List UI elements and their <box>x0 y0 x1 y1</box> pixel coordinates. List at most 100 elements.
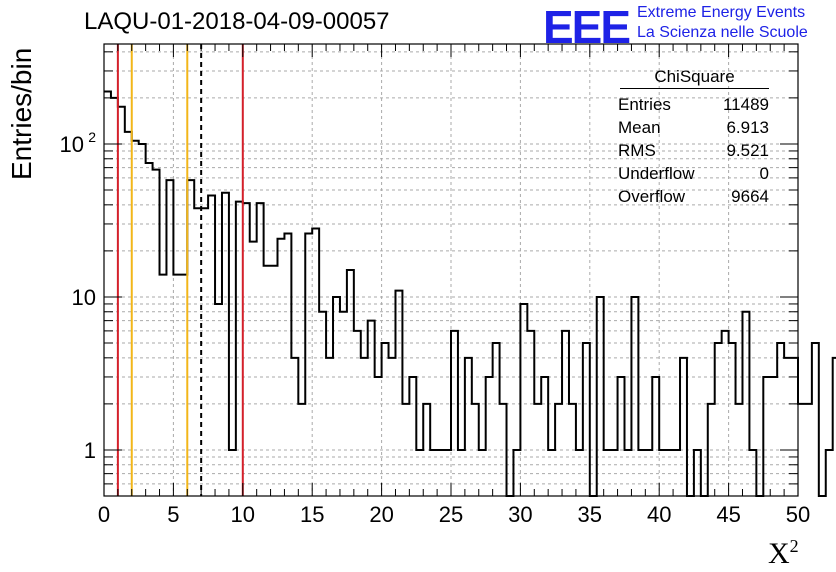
histogram-bin <box>805 404 812 496</box>
histogram-bin <box>146 163 153 496</box>
histogram-bin <box>312 229 319 496</box>
x-axis-label-sup: 2 <box>789 536 799 556</box>
x-axis-label-base: X <box>768 537 790 570</box>
stats-row: Mean 6.913 <box>612 116 777 139</box>
histogram-bin <box>382 343 389 496</box>
histogram-bin <box>618 377 625 496</box>
histogram-bin <box>354 331 361 496</box>
stats-row: Overflow 9664 <box>612 185 777 208</box>
histogram-bin <box>389 358 396 496</box>
x-tick-label: 5 <box>167 502 179 527</box>
stats-row: Underflow 0 <box>612 162 777 185</box>
histogram-bin <box>160 275 167 496</box>
stats-row: RMS 9.521 <box>612 139 777 162</box>
grid <box>103 44 799 497</box>
histogram-bin <box>562 331 569 496</box>
x-tick-label: 15 <box>300 502 324 527</box>
histogram-bin <box>770 377 777 496</box>
stats-label: Mean <box>618 118 661 137</box>
histogram-bin <box>451 331 458 496</box>
histogram-bin <box>520 304 527 496</box>
stats-box: ChiSquare Entries 11489 Mean 6.913 RMS 9.52… <box>612 66 777 208</box>
histogram-bin <box>222 193 229 496</box>
histogram-bin <box>271 266 278 496</box>
histogram-bin <box>264 266 271 496</box>
histogram-bin <box>361 358 368 496</box>
histogram-bin <box>652 377 659 496</box>
stats-value: 9664 <box>731 187 769 206</box>
histogram-bin <box>187 180 194 496</box>
histogram-series <box>104 90 836 497</box>
histogram-bin <box>250 242 257 496</box>
axis-ticks <box>103 44 799 497</box>
marker-lines <box>116 44 244 496</box>
histogram-bin <box>715 343 722 496</box>
histogram-bin <box>597 297 604 496</box>
histogram-bin <box>375 377 382 496</box>
stats-value: 0 <box>759 164 769 183</box>
logo-line-1: Extreme Energy Events <box>637 4 806 21</box>
histogram-bin <box>326 358 333 496</box>
histogram-bin <box>826 450 833 496</box>
histogram-bin <box>798 404 805 496</box>
histogram-bin <box>104 92 111 496</box>
stats-label: Underflow <box>618 164 695 183</box>
histogram-bin <box>132 141 139 496</box>
stats-value: 11489 <box>722 95 769 114</box>
y-tick-label: 10 <box>72 285 96 310</box>
histogram-bin <box>118 107 125 496</box>
histogram-bin <box>465 358 472 496</box>
x-tick-label: 20 <box>369 502 393 527</box>
histogram-bin <box>486 377 493 496</box>
histogram-bin <box>333 297 340 496</box>
histogram-bin <box>180 275 187 496</box>
histogram-bin <box>541 377 548 496</box>
histogram-bin <box>729 343 736 496</box>
histogram-bin <box>257 203 264 496</box>
histogram-bin <box>208 196 215 496</box>
histogram-bin <box>194 208 201 496</box>
histogram-bin <box>777 343 784 496</box>
y-axis-label: Entries/bin <box>6 47 37 180</box>
histogram-bin <box>166 180 173 496</box>
histogram-bin <box>791 358 798 496</box>
histogram-bin <box>527 331 534 496</box>
histogram-bin <box>763 377 770 496</box>
chart-title: LAQU-01-2018-04-09-00057 <box>84 8 390 35</box>
histogram-step-line <box>104 90 836 497</box>
stats-label: RMS <box>618 141 656 160</box>
stats-value: 9.521 <box>726 141 769 160</box>
histogram-bin <box>236 202 243 496</box>
histogram-bin <box>173 275 180 496</box>
histogram-bin <box>291 358 298 496</box>
y-tick-label: 1 <box>84 438 96 463</box>
histogram-bin <box>680 358 687 496</box>
x-axis-label: X2 <box>768 536 799 571</box>
stats-header: ChiSquare <box>620 66 769 89</box>
histogram-bin <box>409 377 416 496</box>
y-tick-label-exponent: 2 <box>88 129 96 145</box>
x-tick-label: 25 <box>439 502 463 527</box>
x-tick-label: 0 <box>98 502 110 527</box>
histogram-bin <box>631 297 638 496</box>
histogram-bin <box>201 208 208 496</box>
histogram-bin <box>784 358 791 496</box>
stats-row: Entries 11489 <box>612 93 777 116</box>
x-tick-label: 30 <box>508 502 532 527</box>
stats-label: Overflow <box>618 187 686 206</box>
stats-value: 6.913 <box>726 118 769 137</box>
histogram-bin <box>368 321 375 496</box>
histogram-bin <box>812 343 819 496</box>
histogram-bin <box>243 203 250 496</box>
x-tick-label: 35 <box>578 502 602 527</box>
histogram-bin <box>722 331 729 496</box>
y-tick-label: 10 <box>60 132 84 157</box>
logo-line-2: La Scienza nelle Scuole <box>637 24 808 41</box>
histogram-bin <box>493 343 500 496</box>
x-tick-label: 45 <box>716 502 740 527</box>
histogram-bin <box>153 170 160 496</box>
histogram-bin <box>139 144 146 496</box>
histogram-bin <box>215 304 222 496</box>
